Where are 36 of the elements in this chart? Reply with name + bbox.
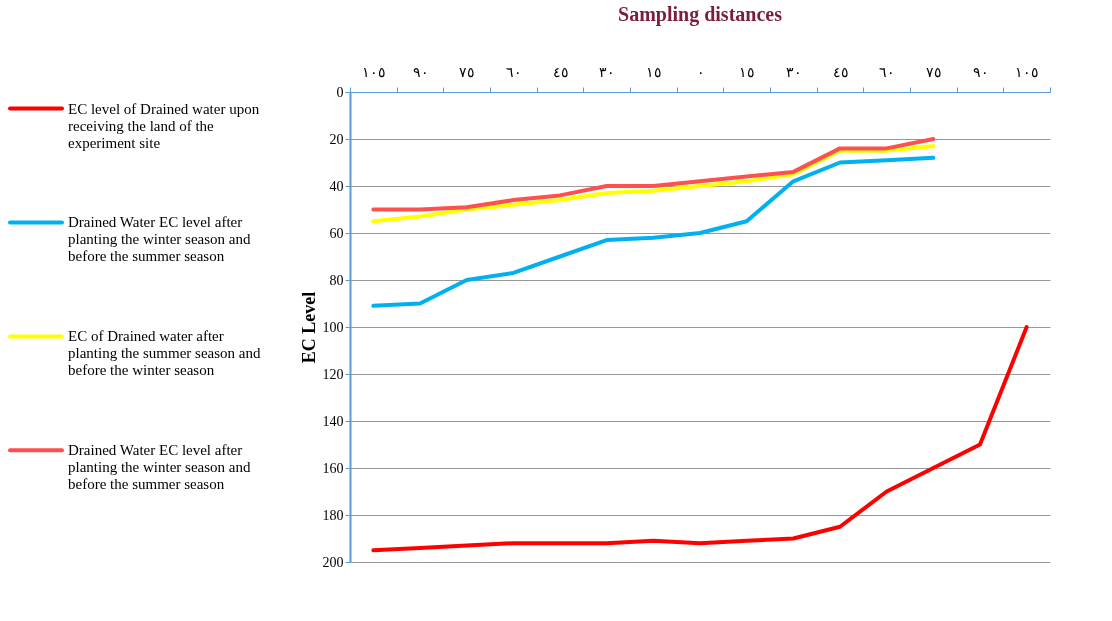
x-tick-label: ٠	[696, 64, 705, 80]
x-tick-label: ١٥	[645, 64, 662, 80]
x-tick-label: ٩٠	[412, 64, 429, 80]
legend-label: Drained Water EC level after planting the winter season and before the summer season	[68, 214, 251, 265]
line-series	[371, 137, 936, 212]
x-tick-label: ٤٥	[832, 64, 849, 80]
legend-label: EC of Drained water after planting the summer season and before the winter season	[68, 328, 261, 379]
y-tick-label: 20	[329, 131, 344, 147]
line-series	[371, 325, 1029, 553]
x-tick-label: ٦٠	[879, 64, 896, 80]
x-tick-label: ١٥	[739, 64, 756, 80]
y-tick-label: 0	[336, 84, 344, 100]
y-tick-label: 200	[322, 554, 344, 570]
legend-label: Drained Water EC level after planting the winter season and before the summer season	[68, 442, 251, 493]
x-tick-label: ١٠٥	[361, 64, 386, 80]
x-tick-label: ٦٠	[505, 64, 522, 80]
chart-title: Sampling distances	[618, 3, 783, 26]
y-tick-label: 160	[322, 460, 344, 476]
x-tick-label: ١٠٥	[1015, 64, 1040, 80]
y-tick-label: 80	[329, 272, 344, 288]
x-tick-label: ٤٥	[552, 64, 569, 80]
y-tick-label: 60	[329, 225, 344, 241]
legend-label: EC level of Drained water upon receiving the land of the experiment site	[68, 100, 260, 151]
y-tick-label: 120	[322, 366, 344, 382]
y-axis-title: EC Level	[298, 291, 319, 364]
y-tick-label: 180	[322, 507, 344, 523]
line-series	[371, 155, 936, 308]
line-series	[371, 144, 936, 224]
x-tick-label: ٧٥	[925, 64, 942, 80]
x-tick-label: ٣٠	[785, 64, 802, 80]
x-tick-label: ٣٠	[599, 64, 616, 80]
x-tick-label: ٧٥	[459, 64, 476, 80]
y-tick-label: 100	[322, 319, 344, 335]
y-tick-label: 140	[322, 413, 344, 429]
y-tick-label: 40	[329, 178, 344, 194]
x-tick-label: ٩٠	[972, 64, 989, 80]
